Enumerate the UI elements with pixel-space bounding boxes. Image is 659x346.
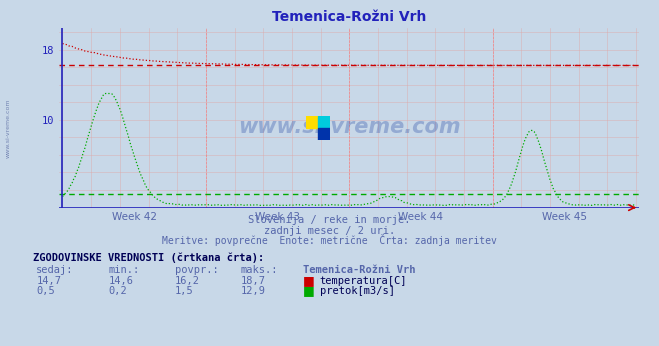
Bar: [318, 116, 330, 128]
Text: pretok[m3/s]: pretok[m3/s]: [320, 286, 395, 296]
Text: Temenica-Rožni Vrh: Temenica-Rožni Vrh: [303, 265, 416, 275]
Text: 18,7: 18,7: [241, 276, 266, 286]
Text: ■: ■: [303, 284, 315, 297]
Text: Slovenija / reke in morje.: Slovenija / reke in morje.: [248, 215, 411, 225]
Bar: [306, 116, 318, 128]
Text: maks.:: maks.:: [241, 265, 278, 275]
Text: www.si-vreme.com: www.si-vreme.com: [238, 117, 461, 137]
Text: 0,2: 0,2: [109, 286, 127, 296]
Text: min.:: min.:: [109, 265, 140, 275]
Text: ■: ■: [303, 274, 315, 288]
Text: 16,2: 16,2: [175, 276, 200, 286]
Text: 1,5: 1,5: [175, 286, 193, 296]
Text: 14,7: 14,7: [36, 276, 61, 286]
Text: 12,9: 12,9: [241, 286, 266, 296]
Text: povpr.:: povpr.:: [175, 265, 218, 275]
Text: 0,5: 0,5: [36, 286, 55, 296]
Bar: [318, 128, 330, 140]
Text: zadnji mesec / 2 uri.: zadnji mesec / 2 uri.: [264, 226, 395, 236]
Text: 14,6: 14,6: [109, 276, 134, 286]
Text: www.si-vreme.com: www.si-vreme.com: [6, 98, 11, 158]
Text: ZGODOVINSKE VREDNOSTI (črtkana črta):: ZGODOVINSKE VREDNOSTI (črtkana črta):: [33, 253, 264, 263]
Title: Temenica-Rožni Vrh: Temenica-Rožni Vrh: [272, 10, 426, 24]
Text: temperatura[C]: temperatura[C]: [320, 276, 407, 286]
Text: sedaj:: sedaj:: [36, 265, 74, 275]
Text: Meritve: povprečne  Enote: metrične  Črta: zadnja meritev: Meritve: povprečne Enote: metrične Črta:…: [162, 234, 497, 246]
